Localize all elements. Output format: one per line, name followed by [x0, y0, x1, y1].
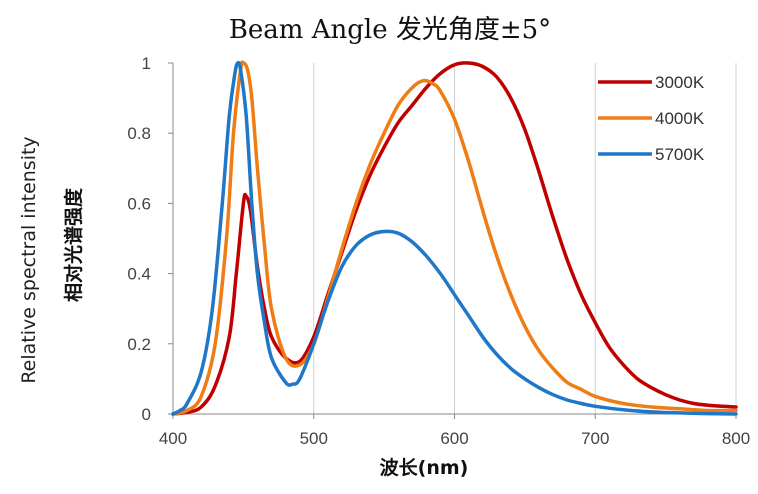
y-tick-label: 1	[142, 54, 151, 73]
series-lines	[171, 60, 738, 416]
x-axis-title: 波长(nm)	[380, 456, 469, 479]
y-tick-label: 0.4	[127, 265, 151, 284]
y-tick-label: 0.2	[127, 335, 151, 354]
x-tick-label: 400	[159, 429, 187, 448]
chart-title: Beam Angle 发光角度±5°	[229, 15, 551, 45]
y-tick-label: 0	[142, 405, 151, 424]
legend-label-5700K: 5700K	[655, 145, 705, 164]
x-tick-label: 500	[300, 429, 328, 448]
series-line-5700K	[171, 60, 738, 416]
y-tick-labels: 0 0.2 0.4 0.6 0.8 1	[127, 54, 151, 424]
series-line-3000K	[171, 61, 738, 416]
x-tick-label: 800	[722, 429, 750, 448]
legend: 3000K 4000K 5700K	[598, 73, 705, 164]
x-tick-labels: 400 500 600 700 800	[159, 429, 750, 448]
series-line-4000K	[171, 60, 738, 416]
legend-label-3000K: 3000K	[655, 73, 705, 92]
y-tick-label: 0.8	[127, 124, 151, 143]
y-axis-title-cn: 相对光谱强度	[62, 187, 85, 302]
legend-label-4000K: 4000K	[655, 109, 705, 128]
y-tick-label: 0.6	[127, 194, 151, 213]
x-tick-label: 600	[440, 429, 468, 448]
y-axis-title: Relative spectral intensity	[18, 136, 40, 383]
x-tick-label: 700	[581, 429, 609, 448]
